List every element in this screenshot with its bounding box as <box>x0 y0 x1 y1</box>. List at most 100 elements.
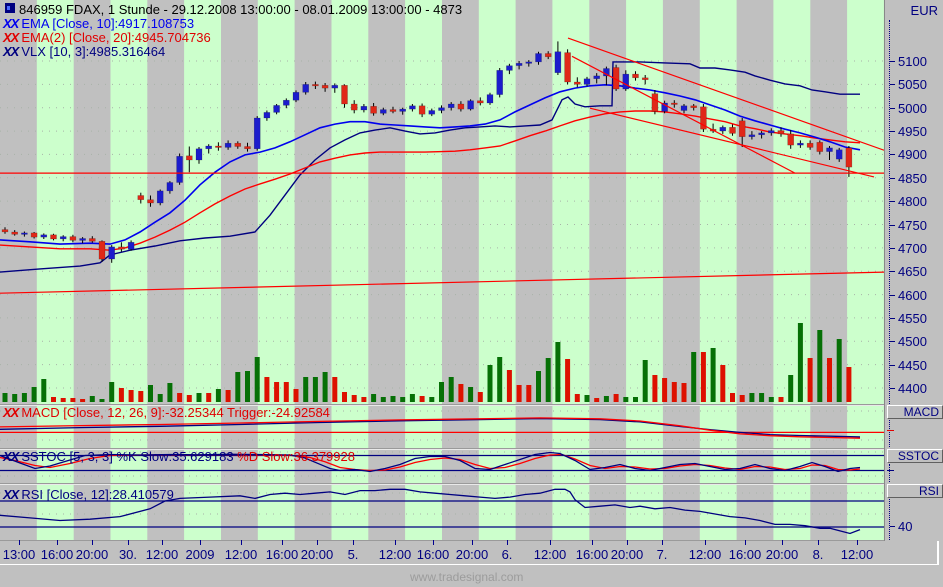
time-label: 12:00 <box>840 547 874 562</box>
price-tick <box>890 294 895 296</box>
price-label: 5000 <box>898 100 927 116</box>
rsi-axis-header[interactable]: RSI <box>887 484 943 498</box>
sstoc-level-tick <box>887 470 894 471</box>
time-label: 8. <box>812 547 824 562</box>
time-tick <box>782 540 783 545</box>
status-strip: www.tradesignal.com <box>0 566 943 587</box>
sstoc-marker-icon: XX <box>3 449 19 464</box>
legend-marker-icon: XX <box>3 30 19 45</box>
time-tick <box>507 540 508 545</box>
time-tick <box>662 540 663 545</box>
price-tick <box>890 154 895 156</box>
macd-legend[interactable]: XX MACD [Close, 12, 26, 9]:-32.25344 Trig… <box>3 405 330 420</box>
time-tick <box>282 540 283 545</box>
sstoc-scale-edge <box>889 464 890 482</box>
time-tick <box>317 540 318 545</box>
time-tick <box>592 540 593 545</box>
time-label: 5. <box>347 547 359 562</box>
price-label: 4850 <box>898 170 927 186</box>
time-label: 12:00 <box>378 547 412 562</box>
macd-scale-edge <box>889 420 890 447</box>
rsi-marker-icon: XX <box>3 487 19 502</box>
time-label: 12:00 <box>688 547 722 562</box>
price-tick <box>890 364 895 366</box>
time-tick <box>627 540 628 545</box>
time-tick <box>705 540 706 545</box>
time-label: 2009 <box>185 547 215 562</box>
time-tick <box>550 540 551 545</box>
sstoc-legend[interactable]: XX SSTOC [5, 3, 3] %K Slow:35.629183 %D S… <box>3 449 355 464</box>
time-label: 12:00 <box>533 547 567 562</box>
price-label: 4500 <box>898 334 927 350</box>
time-tick <box>200 540 201 545</box>
time-label: 20:00 <box>610 547 644 562</box>
time-label: 16:00 <box>40 547 74 562</box>
legend-item[interactable]: XX EMA [Close, 10]:4917.108753 <box>3 17 194 30</box>
price-tick <box>890 201 895 203</box>
legend-item[interactable]: XX EMA(2) [Close, 20]:4945.704736 <box>3 31 211 44</box>
time-tick <box>241 540 242 545</box>
time-tick <box>433 540 434 545</box>
time-tick <box>472 540 473 545</box>
time-label: 20:00 <box>765 547 799 562</box>
time-tick <box>128 540 129 545</box>
price-tick <box>890 271 895 273</box>
price-label: 4950 <box>898 124 927 140</box>
scale-dotted-edge <box>889 20 890 404</box>
macd-zero-tick <box>887 430 894 431</box>
main-chart[interactable] <box>0 0 884 541</box>
chart-icon <box>5 3 15 13</box>
macd-marker-icon: XX <box>3 405 19 420</box>
price-label: 4600 <box>898 287 927 303</box>
sstoc-axis-header[interactable]: SSTOC <box>887 449 943 463</box>
time-label: 20:00 <box>455 547 489 562</box>
price-label: 4800 <box>898 194 927 210</box>
price-scale[interactable]: EUR 5100 5050 5000 4950 4900 4850 4800 4750 4700… <box>884 0 943 541</box>
time-tick <box>353 540 354 545</box>
time-label: 12:00 <box>145 547 179 562</box>
time-label: 12:00 <box>224 547 258 562</box>
time-label: 30. <box>118 547 138 562</box>
price-tick <box>890 107 895 109</box>
price-label: 4900 <box>898 147 927 163</box>
time-tick <box>162 540 163 545</box>
rsi-legend[interactable]: XX RSI [Close, 12]:28.410579 <box>3 487 174 502</box>
time-tick <box>745 540 746 545</box>
price-label: 4550 <box>898 310 927 326</box>
rsi-scale-edge <box>889 499 890 540</box>
time-label: 7. <box>656 547 668 562</box>
time-label: 16:00 <box>265 547 299 562</box>
price-tick <box>890 341 895 343</box>
price-label: 4750 <box>898 217 927 233</box>
price-tick <box>890 84 895 86</box>
macd-axis-header[interactable]: MACD <box>887 405 943 419</box>
price-tick <box>890 388 895 389</box>
time-tick <box>19 540 20 545</box>
rsi-level-label: 40 <box>898 519 913 534</box>
legend-item[interactable]: XX VLX [10, 3]:4985.316464 <box>3 45 165 58</box>
time-label: 6. <box>501 547 513 562</box>
time-label: 16:00 <box>728 547 762 562</box>
legend-marker-icon: XX <box>3 44 19 59</box>
legend-marker-icon: XX <box>3 16 19 31</box>
price-label: 4400 <box>898 381 927 396</box>
price-tick <box>890 61 895 62</box>
legend-text: EMA(2) [Close, 20]:4945.704736 <box>21 30 211 45</box>
chart-title: 846959 FDAX, 1 Stunde - 29.12.2008 13:00… <box>19 2 463 17</box>
time-axis[interactable]: 13:00 16:00 20:00 30. 12:00 2009 12:00 16:00 20:… <box>0 540 939 565</box>
price-label: 4450 <box>898 357 927 373</box>
time-label: 20:00 <box>75 547 109 562</box>
price-tick <box>890 317 895 319</box>
time-tick <box>818 540 819 545</box>
watermark: www.tradesignal.com <box>410 570 524 584</box>
time-label: 13:00 <box>2 547 36 562</box>
time-tick <box>92 540 93 545</box>
time-label: 16:00 <box>575 547 609 562</box>
time-tick <box>57 540 58 545</box>
price-tick <box>890 247 895 249</box>
price-label: 5050 <box>898 77 927 93</box>
rsi-level-tick <box>890 526 895 527</box>
price-tick <box>890 131 895 133</box>
time-tick <box>395 540 396 545</box>
